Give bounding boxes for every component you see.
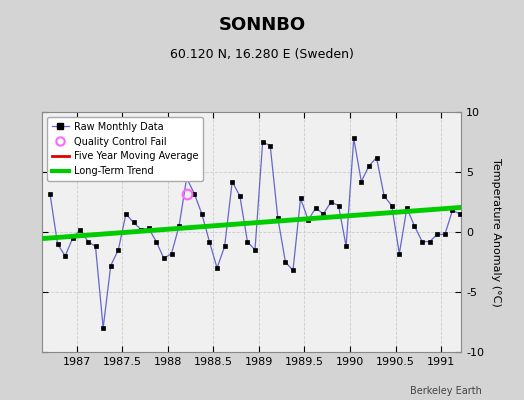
Legend: Raw Monthly Data, Quality Control Fail, Five Year Moving Average, Long-Term Tren: Raw Monthly Data, Quality Control Fail, … (47, 117, 203, 181)
Text: SONNBO: SONNBO (219, 16, 305, 34)
Text: 60.120 N, 16.280 E (Sweden): 60.120 N, 16.280 E (Sweden) (170, 48, 354, 61)
Y-axis label: Temperature Anomaly (°C): Temperature Anomaly (°C) (490, 158, 500, 306)
Text: Berkeley Earth: Berkeley Earth (410, 386, 482, 396)
